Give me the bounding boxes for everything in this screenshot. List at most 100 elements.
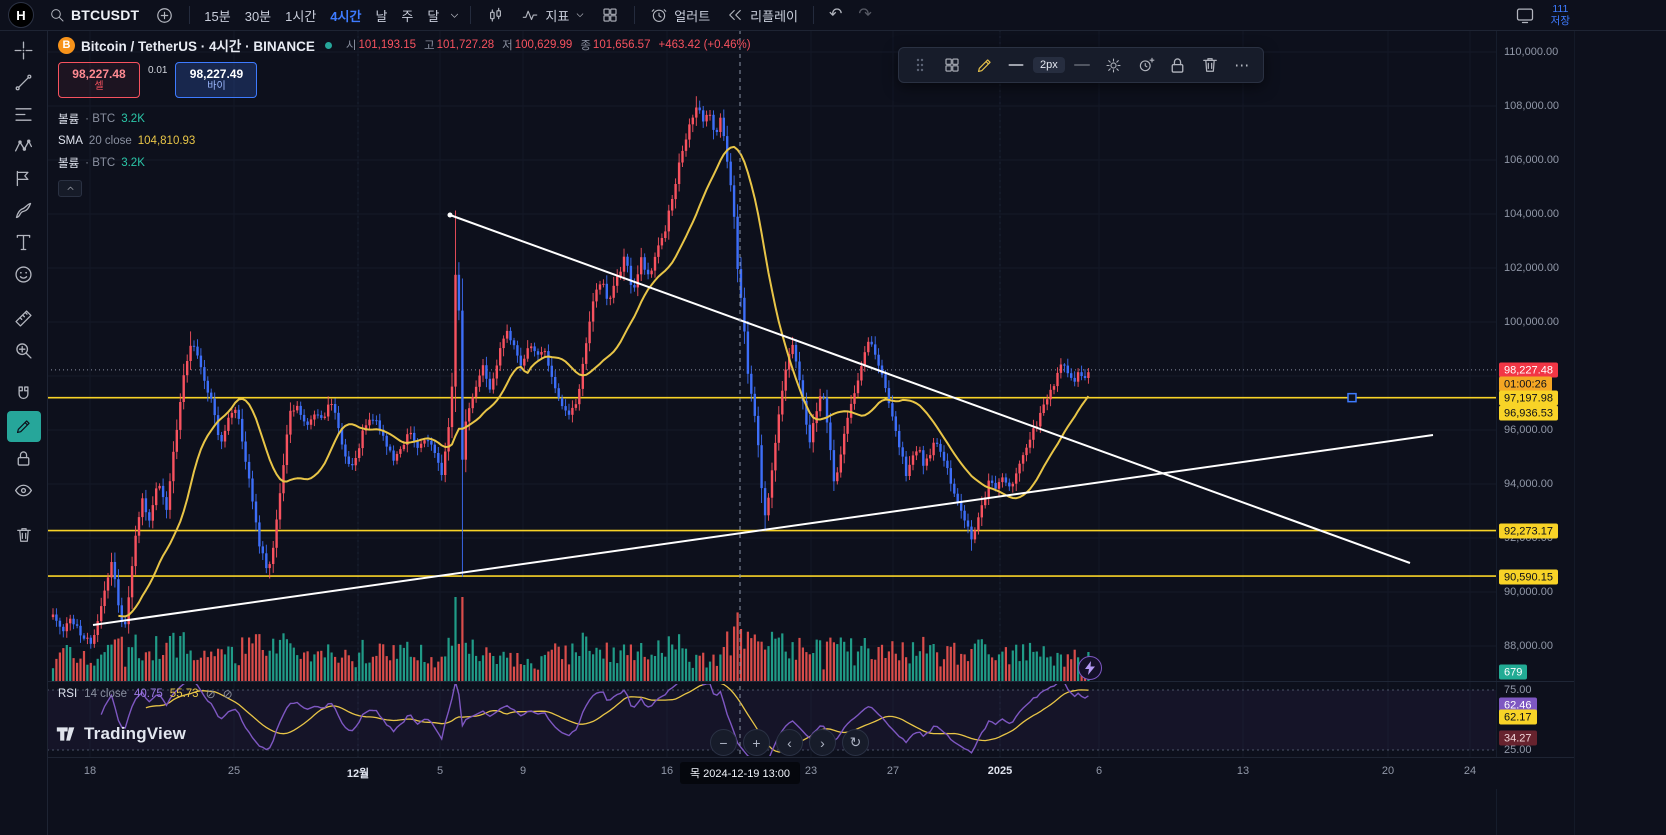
- timeframe-group: 15분 30분 1시간 4시간 날 주 달: [197, 3, 446, 27]
- layout-grid-button[interactable]: [937, 51, 967, 79]
- alert-button[interactable]: 얼러트: [642, 3, 718, 27]
- fib-retracement-tool[interactable]: [7, 99, 41, 130]
- volume-legend-row[interactable]: 볼륨 · BTC 3.2K: [58, 113, 145, 126]
- rsi-hide-icon[interactable]: ⊘: [205, 687, 216, 701]
- scroll-left-button[interactable]: ‹: [776, 729, 803, 756]
- lock-all-tool[interactable]: [7, 443, 41, 474]
- candles: [51, 96, 1090, 649]
- drawing-mode-tool[interactable]: [6, 411, 41, 442]
- hide-all-tool[interactable]: [7, 475, 41, 506]
- timeframe-15분[interactable]: 15분: [204, 8, 231, 24]
- pencil-tool-button[interactable]: [969, 51, 999, 79]
- boost-badge[interactable]: [1078, 656, 1102, 680]
- timeframe-30분[interactable]: 30분: [244, 8, 272, 24]
- time-tick: 9: [519, 765, 527, 777]
- timeframe-날[interactable]: 날: [375, 8, 388, 24]
- settings-button[interactable]: [1099, 51, 1129, 79]
- rsi-settings-icon[interactable]: ⊘: [222, 687, 233, 701]
- rsi-params: 14 close: [84, 688, 128, 700]
- timeframe-주[interactable]: 주: [401, 8, 414, 24]
- add-symbol-button[interactable]: [147, 3, 182, 27]
- redo-icon: ↷: [858, 6, 872, 23]
- trendlines: [92, 212, 1434, 626]
- time-tick: 24: [1463, 765, 1477, 777]
- rsi-legend-row[interactable]: RSI 14 close 40.75 55.73 ⊘ ⊘: [58, 687, 233, 701]
- rsi-value-tag[interactable]: 62.46: [1499, 697, 1537, 713]
- remove-all-tool[interactable]: [7, 519, 41, 550]
- monitor-icon[interactable]: [1515, 5, 1535, 25]
- price-tick: 90,000.00: [1504, 586, 1553, 598]
- rsi-band-value-tag[interactable]: 34.27: [1499, 730, 1537, 746]
- add-alert-button[interactable]: [1131, 51, 1161, 79]
- user-avatar[interactable]: H: [8, 2, 34, 28]
- sell-button[interactable]: 98,227.48 셀: [58, 62, 140, 98]
- cursor-tool[interactable]: [7, 35, 41, 66]
- replay-label: 리플레이: [750, 8, 799, 24]
- zoom-in-tool[interactable]: [7, 335, 41, 366]
- timeframe-달[interactable]: 달: [427, 8, 440, 24]
- candle-style-button[interactable]: [478, 3, 513, 27]
- level-price-tag-3[interactable]: 90,590.15: [1499, 569, 1558, 585]
- replay-button[interactable]: 리플레이: [718, 3, 806, 27]
- line-width-label[interactable]: 2px: [1033, 57, 1065, 73]
- price-tick: 104,000.00: [1504, 208, 1560, 220]
- reset-chart-button[interactable]: ↻: [842, 729, 869, 756]
- price-tick: 106,000.00: [1504, 154, 1560, 166]
- pattern-tool[interactable]: [7, 131, 41, 162]
- delete-drawing-button[interactable]: [1195, 51, 1225, 79]
- symbol-search-button[interactable]: BTCUSDT: [41, 3, 147, 27]
- search-icon: [49, 7, 65, 23]
- spread-value: 0.01: [148, 65, 168, 76]
- price-axis[interactable]: 110,000.00 108,000.00 106,000.00 104,000.00…: [1496, 30, 1575, 835]
- collapse-legend-button[interactable]: [58, 180, 82, 197]
- last-price-tag[interactable]: 98,227.48: [1499, 362, 1558, 378]
- emoji-tool[interactable]: [7, 259, 41, 290]
- tradingview-logo[interactable]: TradingView: [56, 724, 186, 744]
- rsi-ma-value-tag[interactable]: 62.17: [1499, 709, 1537, 725]
- time-tick: 2025: [987, 765, 1013, 777]
- sma-value-tag[interactable]: 96,936.53: [1499, 405, 1558, 421]
- toolbar-left-cluster: H BTCUSDT 15분 30분 1시간 4시간 날 주 달: [0, 0, 880, 30]
- line-style-button[interactable]: [1067, 51, 1097, 79]
- volume2-legend-row[interactable]: 볼륨 · BTC 3.2K: [58, 157, 145, 170]
- timeframe-4시간[interactable]: 4시간: [330, 8, 362, 24]
- time-tick: 20: [1381, 765, 1395, 777]
- magnet-tool[interactable]: [7, 379, 41, 410]
- indicators-icon: [521, 6, 539, 24]
- bar-countdown-tag[interactable]: 01:00:26: [1499, 376, 1552, 392]
- lock-drawing-button[interactable]: [1163, 51, 1193, 79]
- indicators-button[interactable]: 지표: [513, 3, 593, 27]
- forecast-tool[interactable]: [7, 163, 41, 194]
- level-price-tag-1[interactable]: 97,197.98: [1499, 390, 1558, 406]
- zoom-in-button[interactable]: +: [743, 729, 770, 756]
- redo-button[interactable]: ↷: [850, 3, 879, 27]
- chart-title[interactable]: Bitcoin / TetherUS · 4시간 · BINANCE: [81, 39, 315, 54]
- time-axis[interactable]: 목 2024-12-19 13:00 18 25 12월 5 9 16 23 27 2025 6 1…: [47, 757, 1666, 789]
- time-tick: 16: [660, 765, 674, 777]
- drawing-toolbar: [0, 30, 48, 835]
- scroll-right-button[interactable]: ›: [809, 729, 836, 756]
- chevron-down-icon[interactable]: [449, 10, 460, 21]
- price-chart-canvas[interactable]: [47, 30, 1496, 757]
- line-width-button[interactable]: [1001, 51, 1031, 79]
- text-tool[interactable]: [7, 227, 41, 258]
- pane-divider[interactable]: [47, 681, 1574, 682]
- market-open-dot: [324, 41, 332, 49]
- measure-tool[interactable]: [7, 303, 41, 334]
- trendline-tool[interactable]: [7, 67, 41, 98]
- toolbar-right-cluster: 111 저장: [1515, 0, 1570, 30]
- buy-button[interactable]: 98,227.49 바이: [175, 62, 258, 98]
- drag-handle[interactable]: [905, 51, 935, 79]
- level-price-tag-2[interactable]: 92,273.17: [1499, 523, 1558, 539]
- layout-templates-button[interactable]: [593, 3, 627, 27]
- timeframe-1시간[interactable]: 1시간: [285, 8, 317, 24]
- top-toolbar: H BTCUSDT 15분 30분 1시간 4시간 날 주 달: [0, 0, 1666, 31]
- save-button[interactable]: 111 저장: [1551, 3, 1570, 27]
- volume-value-tag[interactable]: 679: [1499, 664, 1528, 680]
- sma-legend-row[interactable]: SMA 20 close 104,810.93: [58, 135, 196, 147]
- more-options-button[interactable]: ⋯: [1234, 57, 1250, 74]
- price-tick: 96,000.00: [1504, 424, 1553, 436]
- brush-tool[interactable]: [7, 195, 41, 226]
- zoom-out-button[interactable]: −: [710, 729, 737, 756]
- undo-button[interactable]: ↶: [821, 3, 850, 27]
